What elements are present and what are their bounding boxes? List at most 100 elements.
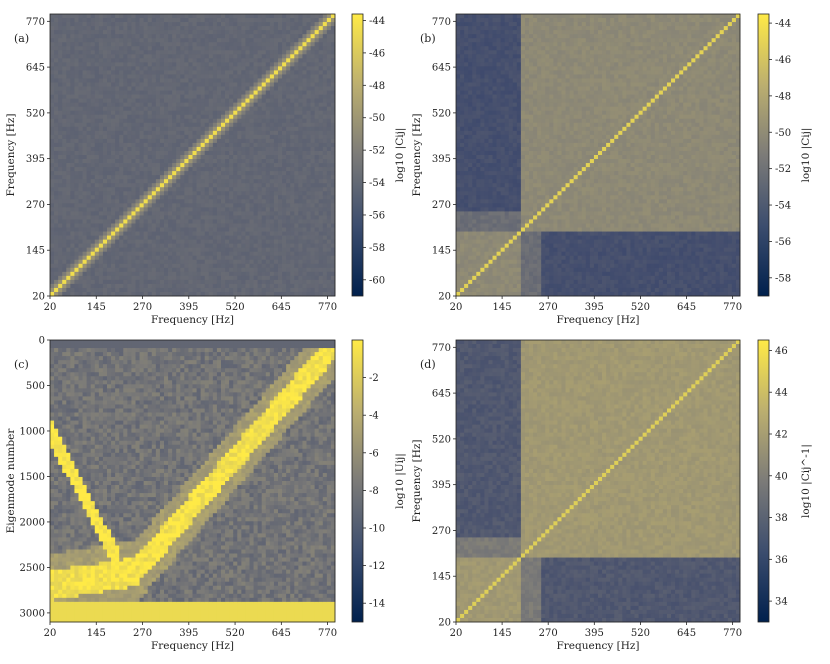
heatmap-cell <box>208 46 214 51</box>
heatmap-cell <box>98 122 104 128</box>
heatmap-cell <box>131 195 136 200</box>
heatmap-cell <box>273 14 279 19</box>
heatmap-cell <box>147 58 153 63</box>
heatmap-cell <box>62 114 67 120</box>
heatmap-cell <box>241 74 246 79</box>
heatmap-cell <box>192 42 197 47</box>
heatmap-cell <box>286 283 291 289</box>
heatmap-cell <box>135 22 140 27</box>
heatmap-cell <box>229 227 234 232</box>
heatmap-cell <box>115 167 120 172</box>
heatmap-cell <box>184 130 189 136</box>
heatmap-cell <box>253 122 259 128</box>
heatmap-cell <box>265 235 271 240</box>
heatmap-cell <box>216 199 222 204</box>
heatmap-cell <box>135 90 140 95</box>
heatmap-cell <box>54 167 59 172</box>
heatmap-cell <box>86 130 92 136</box>
heatmap-cell <box>249 203 254 208</box>
heatmap-cell <box>257 175 263 180</box>
heatmap-cell <box>123 263 128 269</box>
heatmap-cell <box>253 46 259 51</box>
heatmap-cell <box>204 98 210 104</box>
heatmap-cell <box>78 42 83 47</box>
heatmap-cell <box>54 150 59 156</box>
heatmap-cell <box>237 287 242 293</box>
heatmap-cell <box>115 271 120 277</box>
heatmap-cell <box>94 90 100 95</box>
heatmap-cell <box>208 271 214 277</box>
heatmap-cell <box>212 195 218 200</box>
heatmap-cell <box>294 283 299 289</box>
heatmap-cell <box>115 122 120 128</box>
heatmap-cell <box>159 114 165 120</box>
heatmap-cell <box>176 34 181 39</box>
heatmap-cell <box>192 267 197 273</box>
heatmap-cell <box>143 62 149 67</box>
heatmap-cell <box>302 287 307 293</box>
heatmap-cell <box>273 183 279 188</box>
heatmap-cell <box>172 66 177 71</box>
heatmap-cell <box>164 223 169 228</box>
heatmap-cell <box>74 130 79 136</box>
heatmap-cell <box>66 150 71 156</box>
heatmap-cell <box>94 14 100 19</box>
heatmap-cell <box>253 283 259 289</box>
heatmap-cell <box>180 223 185 228</box>
heatmap-cell <box>50 126 55 132</box>
heatmap-cell <box>164 187 169 192</box>
heatmap-cell <box>192 191 197 196</box>
heatmap-cell <box>310 203 316 208</box>
heatmap-cell <box>135 126 140 132</box>
heatmap-cell <box>184 163 189 168</box>
heatmap-cell <box>326 175 332 180</box>
heatmap-cell <box>139 62 145 67</box>
heatmap-cell <box>90 90 96 95</box>
heatmap-cell <box>269 275 275 281</box>
heatmap-cell <box>188 114 193 120</box>
heatmap-cell <box>147 283 153 289</box>
heatmap-cell <box>58 146 63 152</box>
heatmap-cell <box>204 126 210 132</box>
heatmap-cell <box>74 243 79 249</box>
heatmap-cell <box>111 14 116 19</box>
heatmap-cell <box>221 171 226 176</box>
heatmap-cell <box>245 283 250 289</box>
heatmap-cell <box>86 195 92 200</box>
heatmap-cell <box>245 42 250 47</box>
heatmap-cell <box>237 130 242 136</box>
heatmap-cell <box>102 255 108 261</box>
heatmap-cell <box>286 46 291 51</box>
heatmap-cell <box>212 42 218 47</box>
heatmap-cell <box>282 215 287 220</box>
heatmap-cell <box>107 110 112 116</box>
heatmap-cell <box>131 191 136 196</box>
heatmap-cell <box>233 195 238 200</box>
heatmap-cell <box>50 82 55 87</box>
heatmap-cell <box>221 110 226 116</box>
heatmap-cell <box>204 66 210 71</box>
heatmap-cell <box>119 130 124 136</box>
heatmap-cell <box>70 62 75 67</box>
heatmap-cell <box>261 98 267 104</box>
heatmap-cell <box>298 155 303 160</box>
heatmap-cell <box>123 275 128 281</box>
heatmap-cell <box>119 207 124 212</box>
heatmap-cell <box>172 275 177 281</box>
heatmap-cell <box>253 251 259 257</box>
heatmap-cell <box>326 70 332 75</box>
heatmap-cell <box>54 146 59 152</box>
heatmap-cell <box>123 22 128 27</box>
heatmap-cell <box>111 66 116 71</box>
heatmap-cell <box>192 46 197 51</box>
heatmap-cell <box>330 275 336 281</box>
heatmap-cell <box>115 183 120 188</box>
heatmap-cell <box>294 219 299 224</box>
heatmap-cell <box>456 171 461 176</box>
heatmap-cell <box>208 267 214 273</box>
heatmap-cell <box>233 199 238 204</box>
heatmap-cell <box>94 134 100 140</box>
heatmap-cell <box>330 179 336 184</box>
heatmap-cell <box>111 94 116 99</box>
heatmap-cell <box>225 267 230 273</box>
